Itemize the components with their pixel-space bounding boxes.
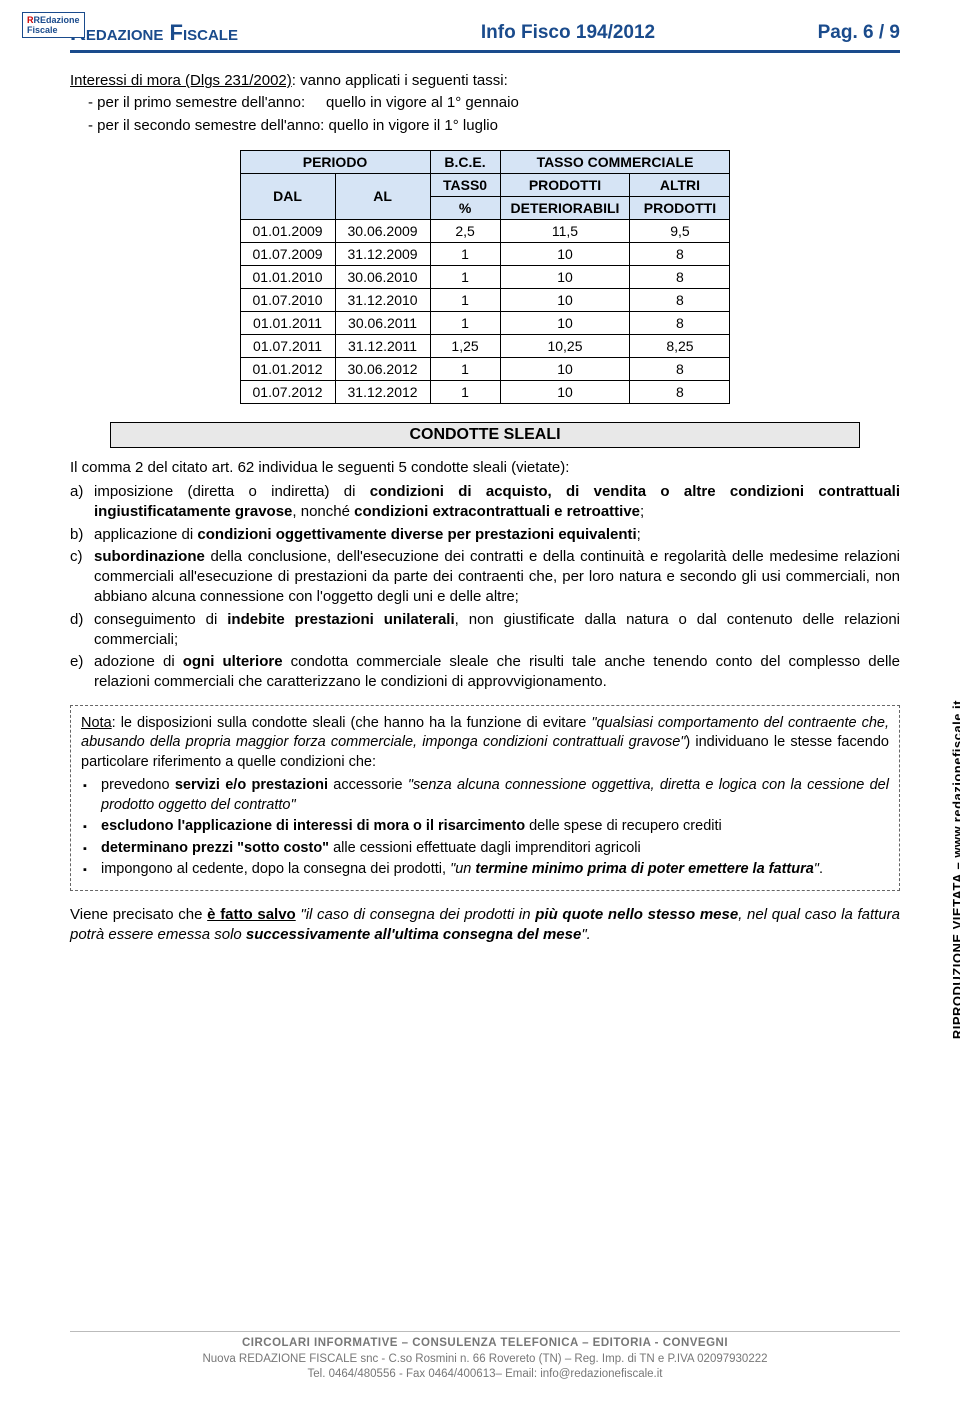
intro-lead-rest: : vanno applicati i seguenti tassi:: [292, 72, 508, 89]
nota-li3: determinano prezzi "sotto costo" alle ce…: [95, 839, 889, 859]
list-item-b: b)applicazione di condizioni oggettivame…: [94, 525, 900, 545]
list-item-c: c)subordinazione della conclusione, dell…: [94, 547, 900, 608]
header-title: Redazione Fiscale: [70, 20, 402, 46]
table-row: 01.01.201230.06.20121108: [240, 357, 730, 380]
side-watermark: RIPRODUZIONE VIETATA – www.redazionefisc…: [950, 700, 960, 1039]
th-periodo: PERIODO: [240, 150, 430, 173]
table-row: 01.07.201231.12.20121108: [240, 380, 730, 403]
page-header: RREdazione Fiscale Redazione Fiscale Inf…: [70, 20, 900, 53]
th-al: AL: [335, 173, 430, 219]
table-row: 01.01.201130.06.20111108: [240, 311, 730, 334]
rates-tbody: 01.01.200930.06.20092,511,59,5 01.07.200…: [240, 219, 730, 403]
header-center: Info Fisco 194/2012: [402, 22, 734, 44]
th-prod: PRODOTTI: [500, 173, 630, 196]
body-text: Il comma 2 del citato art. 62 individua …: [70, 458, 900, 891]
closing-paragraph: Viene precisato che è fatto salvo "il ca…: [70, 905, 900, 946]
rates-table: PERIODO B.C.E. TASSO COMMERCIALE DAL AL …: [240, 150, 731, 404]
th-altri: ALTRI: [630, 173, 730, 196]
th-dal: DAL: [240, 173, 335, 219]
nota-lead-u: Nota: [81, 715, 112, 731]
section-header: CONDOTTE SLEALI: [110, 422, 860, 448]
list-item-a: a)imposizione (diretta o indiretta) di c…: [94, 482, 900, 523]
th-det: DETERIORABILI: [500, 196, 630, 219]
th-prod2: PRODOTTI: [630, 196, 730, 219]
th-tasso: TASSO COMMERCIALE: [500, 150, 730, 173]
intro-lead: Interessi di mora (Dlgs 231/2002): [70, 72, 292, 89]
table-row: 01.01.200930.06.20092,511,59,5: [240, 219, 730, 242]
intro-li2: per il secondo semestre dell'anno: quell…: [88, 116, 900, 136]
nota-li4: impongono al cedente, dopo la consegna d…: [95, 860, 889, 880]
footer-line3: Tel. 0464/480556 - Fax 0464/400613– Emai…: [70, 1367, 900, 1383]
page-footer: CIRCOLARI INFORMATIVE – CONSULENZA TELEF…: [70, 1331, 900, 1383]
intro-paragraph: Interessi di mora (Dlgs 231/2002): vanno…: [70, 71, 900, 136]
footer-line1: CIRCOLARI INFORMATIVE – CONSULENZA TELEF…: [70, 1336, 900, 1352]
logo-l2: Fiscale: [27, 25, 58, 35]
nota-li2: escludono l'applicazione di interessi di…: [95, 817, 889, 837]
table-row: 01.07.200931.12.20091108: [240, 242, 730, 265]
th-tass0: TASS0: [430, 173, 500, 196]
header-right: Pag. 6 / 9: [734, 22, 900, 44]
list-item-e: e)adozione di ogni ulteriore condotta co…: [94, 652, 900, 693]
body-p1: Il comma 2 del citato art. 62 individua …: [70, 458, 900, 478]
nota-box: Nota: le disposizioni sulla condotte sle…: [70, 705, 900, 892]
logo: RREdazione Fiscale: [22, 12, 85, 38]
footer-line2: Nuova REDAZIONE FISCALE snc - C.so Rosmi…: [70, 1352, 900, 1368]
list-item-d: d)conseguimento di indebite prestazioni …: [94, 610, 900, 651]
intro-li1: per il primo semestre dell'anno: quello …: [88, 93, 900, 113]
table-row: 01.07.201031.12.20101108: [240, 288, 730, 311]
th-bce: B.C.E.: [430, 150, 500, 173]
th-pct: %: [430, 196, 500, 219]
table-row: 01.01.201030.06.20101108: [240, 265, 730, 288]
table-row: 01.07.201131.12.20111,2510,258,25: [240, 334, 730, 357]
logo-l1: REdazione: [34, 15, 80, 25]
nota-li1: prevedono servizi e/o prestazioni access…: [95, 776, 889, 815]
